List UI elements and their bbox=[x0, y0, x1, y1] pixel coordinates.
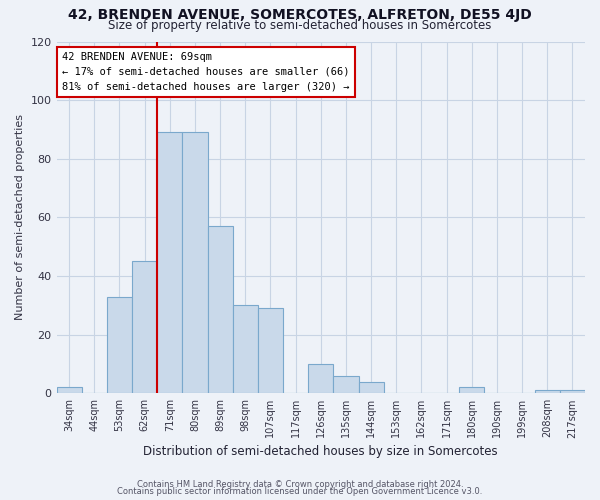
Bar bbox=[56, 388, 82, 394]
Bar bbox=[560, 390, 585, 394]
Bar bbox=[535, 390, 560, 394]
Bar bbox=[208, 226, 233, 394]
Bar bbox=[308, 364, 334, 394]
Text: Contains HM Land Registry data © Crown copyright and database right 2024.: Contains HM Land Registry data © Crown c… bbox=[137, 480, 463, 489]
Text: Contains public sector information licensed under the Open Government Licence v3: Contains public sector information licen… bbox=[118, 487, 482, 496]
Bar bbox=[334, 376, 359, 394]
Bar bbox=[359, 382, 383, 394]
Bar bbox=[182, 132, 208, 394]
X-axis label: Distribution of semi-detached houses by size in Somercotes: Distribution of semi-detached houses by … bbox=[143, 444, 498, 458]
Text: 42, BRENDEN AVENUE, SOMERCOTES, ALFRETON, DE55 4JD: 42, BRENDEN AVENUE, SOMERCOTES, ALFRETON… bbox=[68, 8, 532, 22]
Bar bbox=[459, 388, 484, 394]
Bar bbox=[107, 296, 132, 394]
Text: 42 BRENDEN AVENUE: 69sqm
← 17% of semi-detached houses are smaller (66)
81% of s: 42 BRENDEN AVENUE: 69sqm ← 17% of semi-d… bbox=[62, 52, 349, 92]
Bar bbox=[233, 306, 258, 394]
Bar bbox=[258, 308, 283, 394]
Bar bbox=[157, 132, 182, 394]
Bar bbox=[132, 262, 157, 394]
Y-axis label: Number of semi-detached properties: Number of semi-detached properties bbox=[15, 114, 25, 320]
Text: Size of property relative to semi-detached houses in Somercotes: Size of property relative to semi-detach… bbox=[109, 18, 491, 32]
